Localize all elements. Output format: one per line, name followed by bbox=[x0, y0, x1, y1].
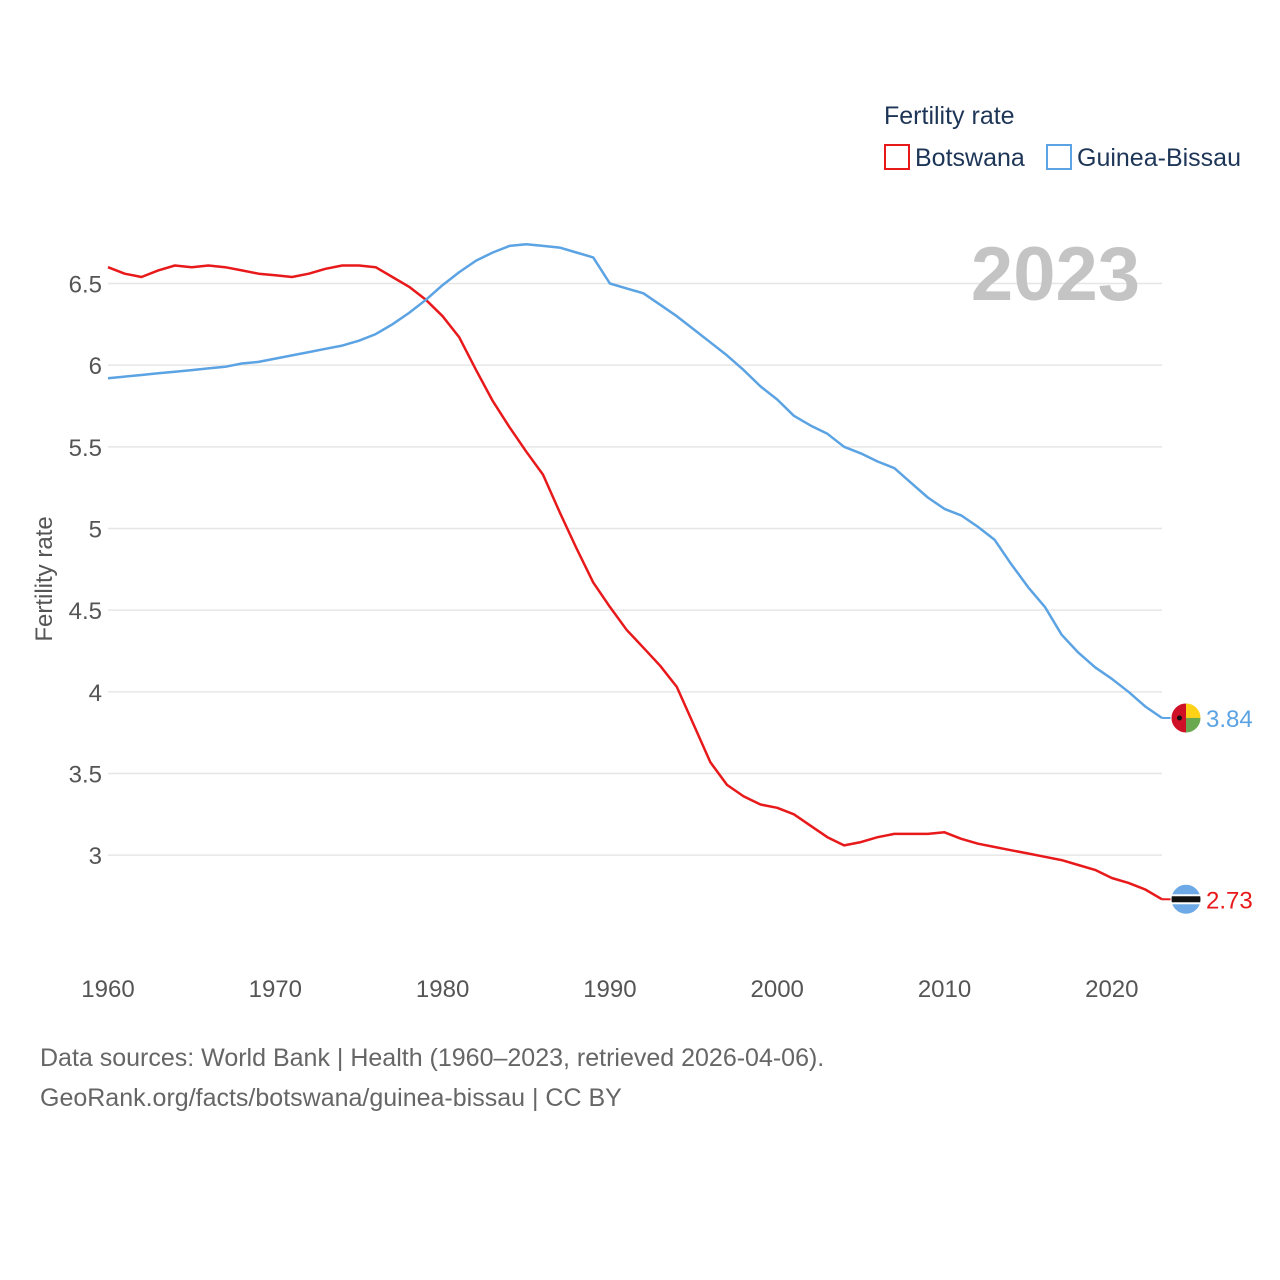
x-tick-label: 2020 bbox=[1085, 976, 1138, 1003]
footer-link-text[interactable]: GeoRank.org/facts/botswana/guinea-bissau… bbox=[40, 1084, 622, 1112]
legend-swatch-botswana bbox=[884, 144, 910, 170]
series-line-guinea-bissau bbox=[107, 243, 1163, 720]
y-tick-label: 5.5 bbox=[69, 435, 102, 462]
legend-item-guinea-bissau[interactable]: Guinea-Bissau bbox=[1046, 144, 1241, 172]
y-tick-label: 6.5 bbox=[69, 272, 102, 299]
legend-title: Fertility rate bbox=[884, 102, 1015, 130]
y-tick-label: 4.5 bbox=[69, 598, 102, 625]
x-tick-label: 2000 bbox=[751, 976, 804, 1003]
gridlines bbox=[108, 282, 1162, 856]
x-tick-label: 1990 bbox=[583, 976, 636, 1003]
y-axis-title: Fertility rate bbox=[31, 516, 58, 641]
y-tick-label: 3 bbox=[89, 843, 102, 870]
series-lines bbox=[107, 243, 1163, 901]
legend-item-botswana[interactable]: Botswana bbox=[884, 144, 1025, 172]
legend-label-guinea-bissau: Guinea-Bissau bbox=[1077, 144, 1241, 172]
x-tick-label: 2010 bbox=[918, 976, 971, 1003]
legend: Fertility rate Botswana Guinea-Bissau bbox=[884, 102, 1241, 172]
legend-swatch-guinea-bissau bbox=[1046, 144, 1072, 170]
guinea-bissau-flag-icon bbox=[1170, 702, 1202, 734]
y-axis-ticks: 3 3.5 4 4.5 5 5.5 6 6.5 bbox=[69, 272, 102, 871]
y-tick-label: 4 bbox=[89, 680, 102, 707]
end-value-label-guinea-bissau: 3.84 bbox=[1206, 706, 1253, 733]
y-tick-label: 3.5 bbox=[69, 762, 102, 789]
x-axis-ticks: 1960 1970 1980 1990 2000 2010 2020 bbox=[81, 976, 1138, 1003]
footer-source-text: Data sources: World Bank | Health (1960–… bbox=[40, 1044, 825, 1072]
current-year-label: 2023 bbox=[971, 232, 1140, 317]
y-tick-label: 6 bbox=[89, 353, 102, 380]
series-endpoints: 2.73 3.84 bbox=[1162, 702, 1253, 915]
x-tick-label: 1980 bbox=[416, 976, 469, 1003]
legend-label-botswana: Botswana bbox=[915, 144, 1025, 172]
botswana-flag-icon bbox=[1170, 883, 1202, 915]
end-value-label-botswana: 2.73 bbox=[1206, 887, 1253, 914]
x-tick-label: 1960 bbox=[81, 976, 134, 1003]
series-line-botswana bbox=[107, 264, 1163, 901]
y-tick-label: 5 bbox=[89, 517, 102, 544]
x-tick-label: 1970 bbox=[249, 976, 302, 1003]
